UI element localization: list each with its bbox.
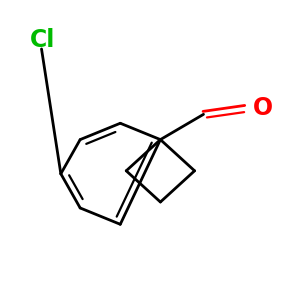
Text: O: O [253, 96, 273, 120]
Text: Cl: Cl [30, 28, 55, 52]
